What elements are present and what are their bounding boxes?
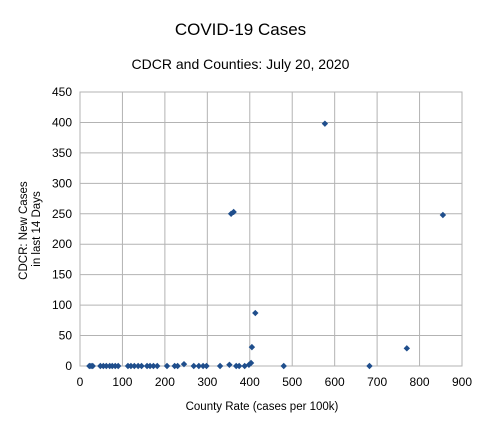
data-point xyxy=(203,362,210,370)
x-tick-label: 500 xyxy=(282,375,302,389)
y-tick-label: 300 xyxy=(52,176,72,190)
data-point xyxy=(103,362,110,370)
y-tick-label: 350 xyxy=(52,146,72,160)
data-point xyxy=(235,362,243,370)
x-tick-label: 900 xyxy=(452,375,472,389)
data-point xyxy=(127,362,135,370)
data-point xyxy=(190,362,197,370)
y-tick-label: 100 xyxy=(52,298,72,312)
data-point xyxy=(403,345,411,352)
data-point xyxy=(131,362,138,370)
data-point xyxy=(439,211,447,219)
chart-subtitle: CDCR and Counties: July 20, 2020 xyxy=(131,56,350,72)
y-tick-label: 450 xyxy=(52,85,72,99)
data-point xyxy=(163,362,171,370)
gridlines xyxy=(79,91,463,367)
data-point xyxy=(241,362,248,370)
data-point xyxy=(174,362,181,370)
y-tick-label: 0 xyxy=(65,359,72,373)
data-point xyxy=(226,361,233,368)
data-point xyxy=(280,362,287,370)
data-point xyxy=(134,362,142,370)
data-point xyxy=(247,359,255,367)
data-point xyxy=(146,362,154,370)
x-tick-labels: 0 100 200 300 400 500 600 700 800 900 xyxy=(77,375,473,389)
x-tick-label: 100 xyxy=(112,375,132,389)
data-point xyxy=(248,343,256,351)
y-tick-label: 150 xyxy=(52,268,72,282)
data-point xyxy=(252,309,259,317)
y-axis-title: CDCR: New Cases in last 14 Days xyxy=(18,178,43,280)
y-tick-label: 50 xyxy=(59,329,73,343)
data-point xyxy=(154,362,161,370)
y-tick-label: 400 xyxy=(52,115,72,129)
data-point xyxy=(138,362,145,370)
x-tick-label: 800 xyxy=(410,375,430,389)
y-tick-label: 200 xyxy=(52,237,72,251)
x-tick-label: 0 xyxy=(77,375,84,389)
y-tick-label: 250 xyxy=(52,207,72,221)
data-point xyxy=(199,362,207,370)
x-tick-label: 300 xyxy=(197,375,217,389)
x-tick-label: 200 xyxy=(155,375,175,389)
x-tick-label: 600 xyxy=(325,375,345,389)
data-point xyxy=(115,362,122,370)
chart-title: COVID-19 Cases xyxy=(174,20,307,39)
data-point xyxy=(216,362,224,370)
y-axis-title-line-1: CDCR: New Cases xyxy=(18,181,30,280)
data-point xyxy=(230,208,237,216)
x-tick-label: 400 xyxy=(240,375,260,389)
y-axis-title-line-2: in last 14 Days xyxy=(31,191,43,267)
x-tick-label: 700 xyxy=(367,375,387,389)
data-points xyxy=(86,120,447,370)
data-point xyxy=(150,362,157,370)
plot-area xyxy=(79,91,463,367)
x-axis-title: County Rate (cases per 100k) xyxy=(186,401,339,413)
y-tick-labels: 0 50 100 150 200 250 300 350 400 450 xyxy=(52,85,72,373)
data-point xyxy=(180,360,188,368)
data-point xyxy=(366,362,373,370)
data-point xyxy=(89,362,96,370)
data-point xyxy=(321,120,329,127)
data-point xyxy=(195,362,203,370)
